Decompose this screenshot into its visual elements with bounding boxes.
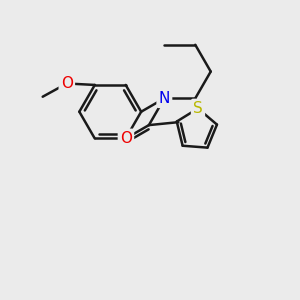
Text: O: O: [61, 76, 73, 91]
Text: N: N: [159, 91, 170, 106]
Text: S: S: [193, 101, 203, 116]
Text: O: O: [120, 131, 132, 146]
